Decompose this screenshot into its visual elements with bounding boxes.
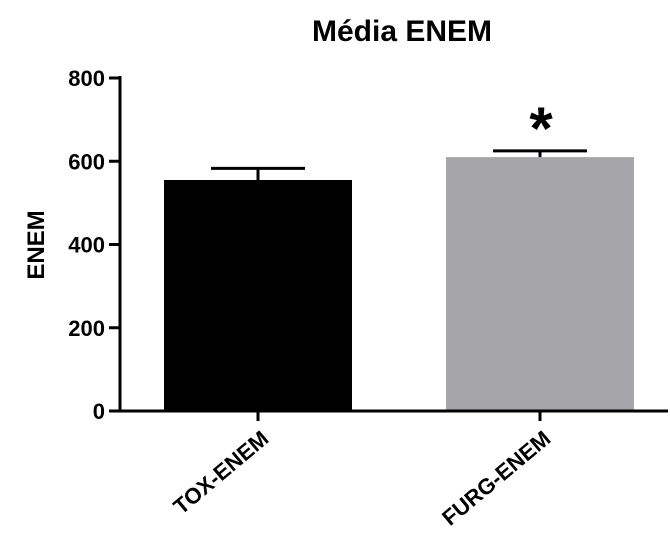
y-axis-label: ENEM (23, 210, 50, 279)
plot-area: TOX-ENEM FURG-ENEM * 0 200 400 600 800 (68, 66, 668, 530)
y-tick-label-200: 200 (68, 316, 105, 341)
x-tick-label-furg-enem: FURG-ENEM (437, 426, 555, 531)
y-tick-label-400: 400 (68, 233, 105, 258)
significance-marker: * (529, 95, 553, 162)
y-tick-label-800: 800 (68, 66, 105, 91)
bar-tox-enem (164, 179, 352, 411)
y-tick-label-600: 600 (68, 149, 105, 174)
chart-title: Média ENEM (312, 15, 492, 48)
x-tick-label-tox-enem: TOX-ENEM (168, 426, 273, 520)
bar-furg-enem (446, 157, 634, 411)
y-tick-label-0: 0 (93, 399, 105, 424)
